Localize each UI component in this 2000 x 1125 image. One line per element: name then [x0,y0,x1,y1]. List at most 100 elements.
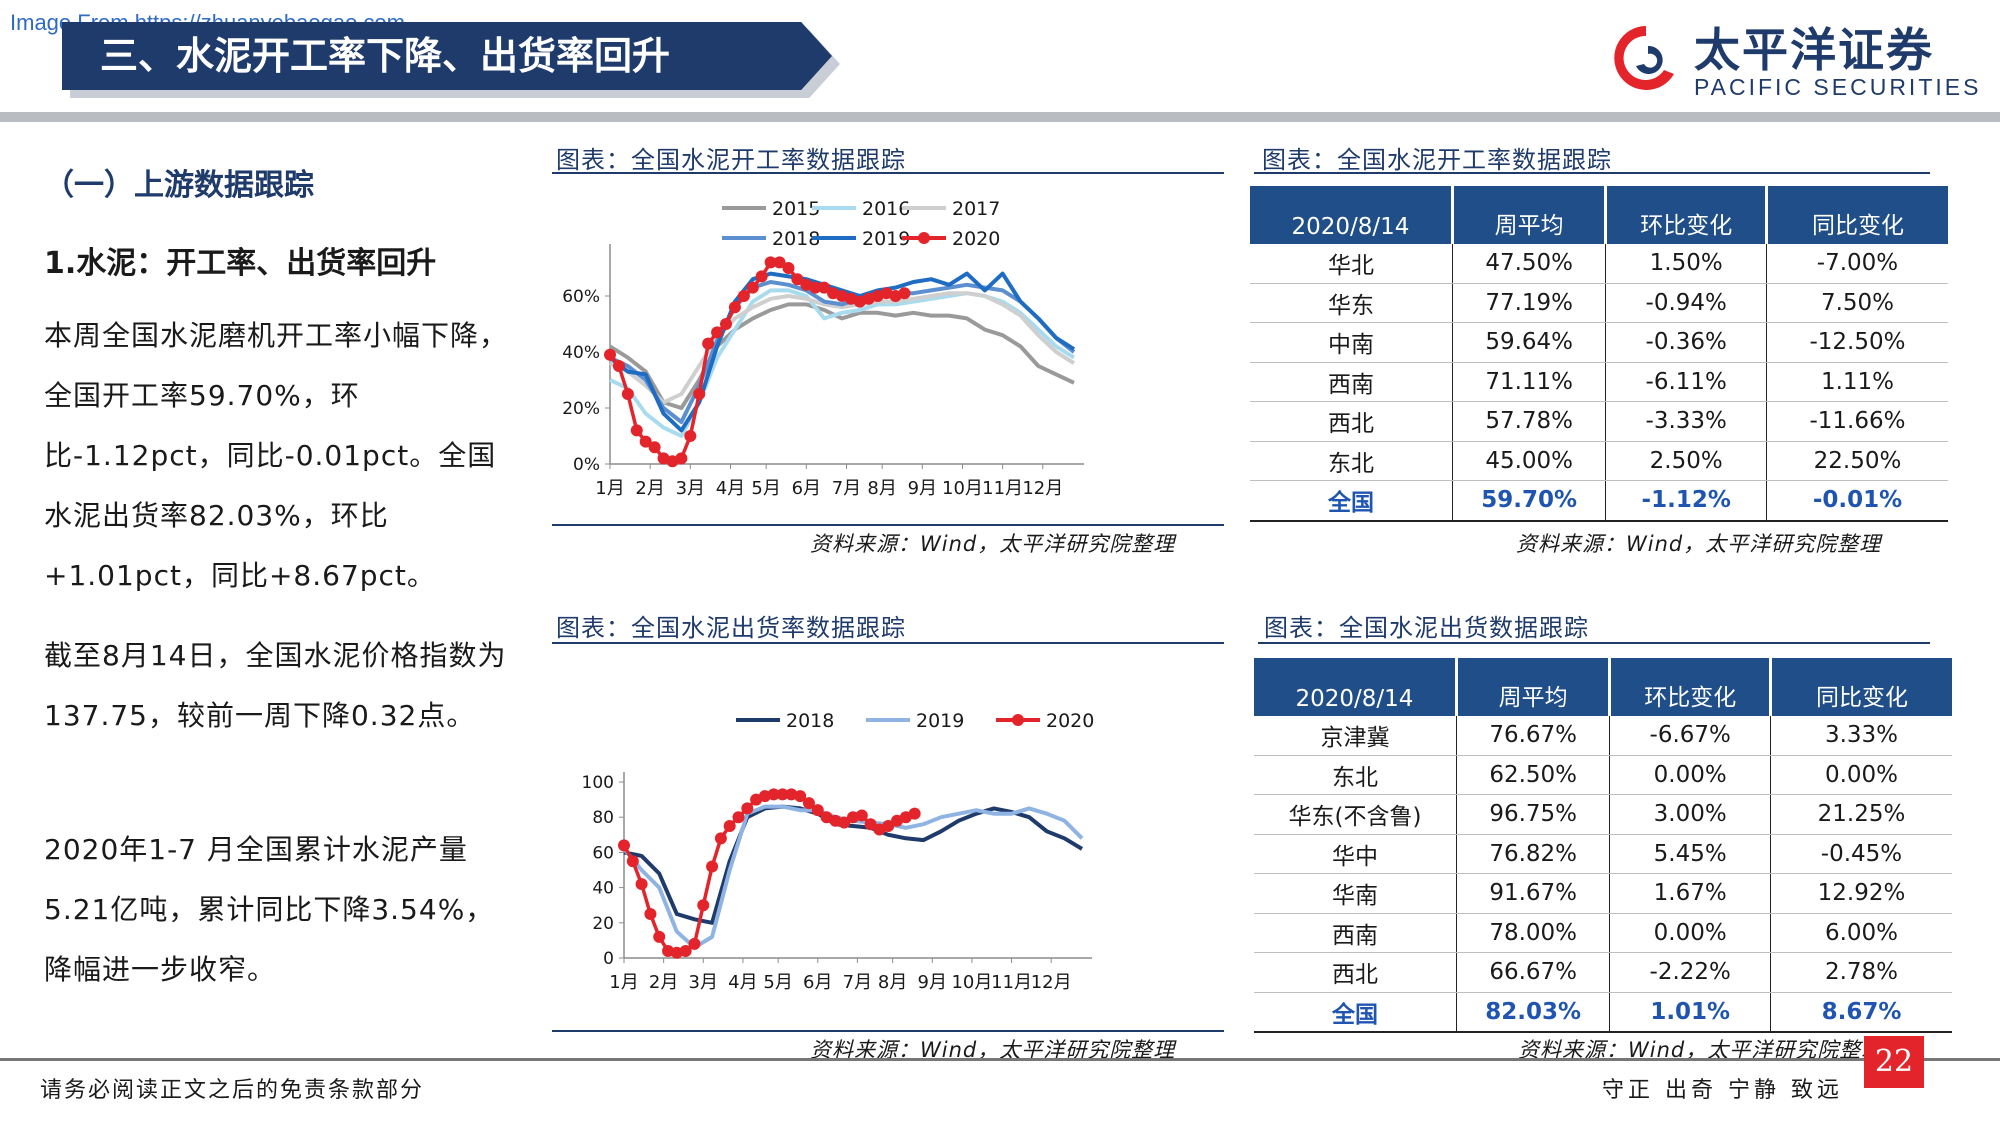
data-point-2020 [732,811,745,824]
section-heading: （一）上游数据跟踪 [44,168,314,203]
x-tick-label: 2月 [635,478,664,499]
figure-source: 资料来源：Wind，太平洋研究院整理 [1516,532,1882,556]
table-region-cell: 全国 [1254,992,1457,1033]
data-point-2020 [802,797,815,810]
x-tick-label: 8月 [878,972,907,993]
table-value-cell: 57.78% [1452,401,1607,442]
data-point-2020 [706,860,719,873]
data-point-2020 [635,878,648,891]
data-point-2020 [621,388,634,400]
x-tick-label: 4月 [716,478,745,499]
logo-text-cn: 太平洋证券 [1694,23,1934,77]
table-row: 华中 76.82% 5.45% -0.45% [1254,834,1952,874]
table-row: 西北 57.78% -3.33% -11.66% [1250,401,1948,442]
table-value-cell: 77.19% [1452,283,1607,323]
table-region-cell: 华北 [1250,244,1453,284]
legend-label-2020: 2020 [1046,710,1094,732]
table-value-cell: -0.45% [1770,834,1952,874]
disclaimer-note: 请务必阅读正文之后的免责条款部分 [40,1078,425,1103]
series-line-2015 [608,302,1075,410]
table-header-cell: 周平均 [1452,186,1608,244]
x-tick-label: 7月 [832,478,861,499]
table-row: 西北 66.67% -2.22% 2.78% [1254,952,1952,993]
data-point-2020 [818,281,831,294]
legend-label-2020: 2020 [952,228,1000,250]
x-tick-label: 9月 [918,972,947,993]
table-value-cell: 76.82% [1456,834,1611,874]
table-value-cell: 6.00% [1770,913,1952,953]
x-tick-label: 5月 [751,478,780,499]
x-tick-label: 5月 [763,972,792,993]
figure-title-rule [552,642,1224,644]
x-tick-label: 3月 [689,972,718,993]
table-value-cell: 8.67% [1770,992,1952,1033]
series-line-2020 [608,260,906,463]
y-tick-label: 40 [592,879,614,899]
x-tick-label: 8月 [867,478,896,499]
figure-title: 图表：全国水泥出货率数据跟踪 [556,614,906,642]
table-header-cell: 2020/8/14 [1254,658,1458,716]
x-tick-label: 1月 [595,478,624,499]
legend-label-2019: 2019 [916,710,964,732]
data-point-2020 [737,290,750,302]
data-point-2020 [864,818,877,831]
y-tick-label: 0% [573,455,600,475]
table-value-cell: -2.22% [1609,952,1771,993]
y-tick-label: 60 [592,843,614,863]
figure-title-rule [552,172,1224,174]
legend-marker-2020 [1012,714,1024,726]
y-tick-label: 0 [603,949,614,969]
figure-title: 图表：全国水泥出货数据跟踪 [1264,614,1589,642]
paragraph-price-index: 截至8月14日，全国水泥价格指数为137.75，较前一周下降0.32点。 [44,639,507,732]
data-point-2020 [612,360,625,372]
y-tick-label: 20% [562,399,600,419]
table-value-cell: -7.00% [1766,244,1948,284]
title-banner [62,22,832,90]
table-header-cell: 环比变化 [1609,658,1772,716]
table-row: 全国 59.70% -1.12% -0.01% [1250,480,1948,522]
table-value-cell: 82.03% [1456,992,1611,1033]
table-value-cell: -6.67% [1609,716,1771,756]
x-tick-label: 11月 [991,972,1032,993]
y-tick-label: 60% [562,287,600,307]
x-tick-label: 10月 [951,972,992,993]
y-tick-label: 20 [592,914,614,934]
data-point-2020 [626,855,639,868]
legend-label-2018: 2018 [772,228,820,250]
data-point-2020 [776,788,789,801]
data-point-2020 [728,301,741,314]
logo-text-en: PACIFIC SECURITIES [1694,74,1982,100]
page-number: 22 [1864,1036,1924,1088]
table-value-cell: 5.45% [1609,834,1771,874]
x-tick-label: 4月 [728,972,757,993]
figure-title-rule [1258,642,1930,644]
data-point-2020 [882,820,895,832]
data-point-2020 [755,270,768,283]
x-tick-label: 2月 [649,972,678,993]
data-point-2020 [714,832,727,845]
table-row: 东北 45.00% 2.50% 22.50% [1250,441,1948,481]
legend-label-2019: 2019 [862,228,910,250]
x-tick-label: 7月 [843,972,872,993]
table-value-cell: 62.50% [1456,755,1611,795]
figure-title: 图表：全国水泥开工率数据跟踪 [556,146,906,174]
table-header-cell: 周平均 [1456,658,1612,716]
table-value-cell: 1.11% [1766,362,1948,402]
table-value-cell: 0.00% [1770,755,1952,795]
data-point-2020 [741,802,754,815]
data-point-2020 [811,804,824,817]
paragraph-operating-rate: 本周全国水泥磨机开工率小幅下降，全国开工率59.70%，环比-1.12pct，同… [44,319,509,592]
data-point-2020 [630,424,643,437]
table-value-cell: 0.00% [1609,755,1771,795]
table-region-cell: 华东(不含鲁) [1254,794,1457,835]
series-line-2017 [609,291,1076,405]
series-line-2018 [609,280,1076,424]
table-value-cell: 1.01% [1609,992,1771,1033]
table-header-cell: 环比变化 [1605,186,1768,244]
table-value-cell: 47.50% [1452,244,1607,284]
data-point-2020 [644,908,657,920]
table-value-cell: 59.64% [1452,322,1607,363]
data-point-2020 [791,273,804,286]
table-row: 中南 59.64% -0.36% -12.50% [1250,322,1948,363]
data-point-2020 [782,262,795,274]
